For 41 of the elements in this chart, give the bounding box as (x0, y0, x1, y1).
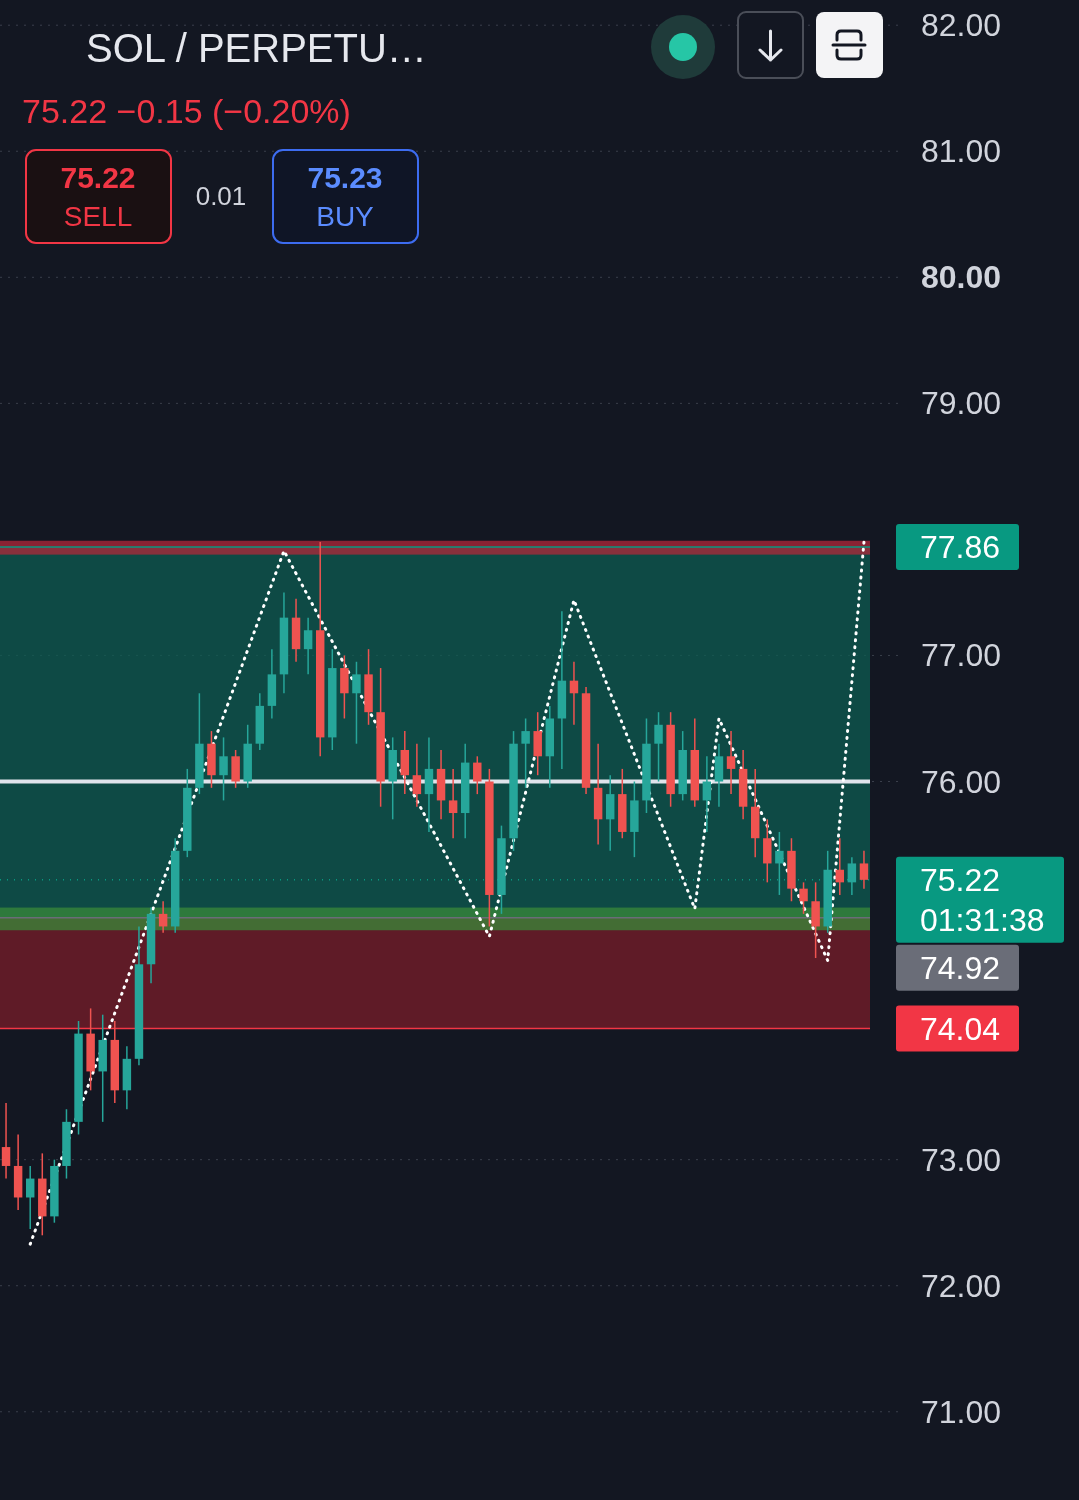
annotation: BUY (316, 200, 375, 232)
y-tick-label: 82.00 (920, 7, 1002, 44)
y-tick-label: 80.00 (920, 259, 1002, 296)
candlestick (799, 881, 808, 915)
y-tick-label: 81.00 (920, 133, 1002, 170)
y-tick-label: 76.00 (920, 763, 1002, 800)
y-tick-label: 79.00 (920, 385, 1002, 422)
y-tick-label: 77.00 (920, 637, 1002, 674)
annotation: 75.22 (60, 160, 136, 194)
ref-line-label: 75.22 (920, 861, 1001, 898)
candlestick (859, 850, 869, 890)
candlestick (569, 661, 579, 726)
candlestick (654, 711, 663, 783)
annotation: SELL (63, 200, 133, 232)
candlestick (352, 661, 361, 745)
ref-line-label: 74.04 (920, 1010, 1001, 1047)
candlestick (25, 1165, 35, 1230)
candlestick (775, 831, 784, 896)
candlestick (702, 755, 712, 833)
text: 75.22 −0.15 (−0.20%) (22, 92, 351, 130)
candlestick (847, 856, 857, 896)
candlestick (1, 1102, 11, 1180)
candlestick (473, 755, 482, 795)
candlestick (448, 768, 458, 839)
ref-line-label: 74.92 (920, 949, 1001, 986)
candlestick (303, 616, 313, 676)
line-series (28, 540, 866, 1246)
text: 01:31:38 (920, 901, 1045, 938)
candlestick (158, 900, 168, 934)
text: SOL / PERPETU… (86, 26, 427, 70)
candlestick (835, 837, 845, 896)
candlestick (412, 742, 422, 808)
candlestick (726, 730, 736, 795)
ref-line-label: 77.86 (920, 529, 1001, 566)
annotation: 75.23 (307, 160, 383, 194)
annotation: 0.01 (195, 181, 247, 211)
y-tick-label: 71.00 (920, 1393, 1002, 1430)
candlestick (219, 736, 228, 802)
candlestick (521, 717, 530, 789)
y-tick-label: 73.00 (920, 1141, 1002, 1178)
y-tick-label: 72.00 (920, 1267, 1002, 1304)
